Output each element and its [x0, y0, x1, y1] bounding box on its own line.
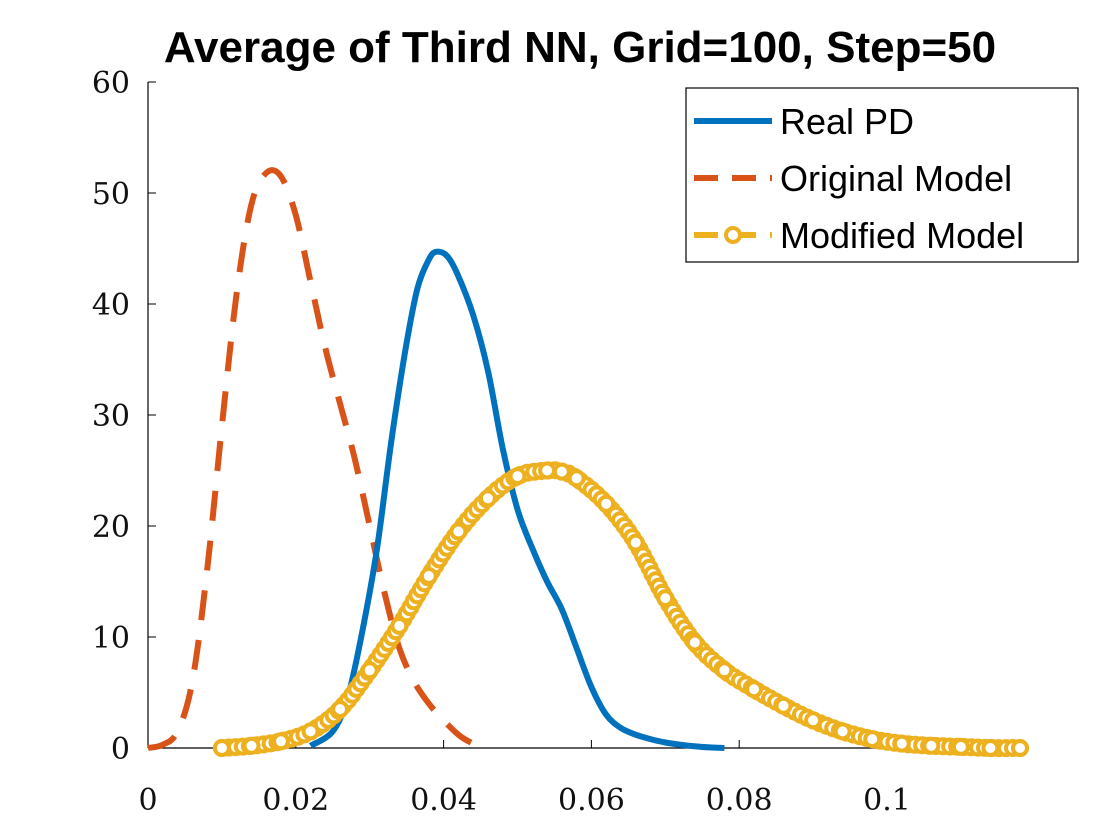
x-tick-label: 0.1 — [863, 783, 911, 818]
modified-model-data-point — [656, 589, 675, 608]
y-tick-label: 10 — [92, 621, 130, 656]
modified-model-data-point — [922, 736, 941, 755]
modified-model-data-point — [508, 467, 527, 486]
modified-model-data-point — [715, 661, 734, 680]
modified-model-data-point — [478, 489, 497, 508]
y-tick-label: 50 — [92, 177, 130, 212]
y-tick-label: 20 — [92, 510, 130, 545]
modified-model-data-point — [242, 736, 261, 755]
modified-model-data-point — [833, 722, 852, 741]
y-tick-label: 60 — [92, 66, 130, 101]
x-tick-label: 0.02 — [262, 783, 329, 818]
x-tick-label: 0 — [138, 783, 157, 818]
modified-model-data-point — [863, 730, 882, 749]
modified-model-data-point — [552, 462, 571, 481]
modified-model-data-point — [331, 700, 350, 719]
legend-label-original-model: Original Model — [780, 158, 1012, 199]
axes: 0 10 20 30 40 50 60 0 0.02 0.04 0.06 0.08 0.1 — [92, 66, 1020, 818]
legend: Real PD Original Model Modified Model — [685, 87, 1079, 263]
modified-model-data-point — [567, 469, 586, 488]
modified-model-data-point — [449, 522, 468, 541]
modified-model-data-point — [272, 732, 290, 751]
modified-model-data-point — [1011, 739, 1029, 757]
modified-model-data-point — [626, 533, 645, 552]
modified-model-data-point — [981, 739, 1000, 757]
modified-model-data-point — [745, 680, 763, 699]
x-tick-label: 0.06 — [558, 783, 625, 818]
modified-model-data-point — [360, 661, 379, 680]
original-model-line — [147, 167, 489, 751]
y-tick-label: 40 — [92, 288, 130, 323]
modified-model-data-point — [301, 722, 320, 741]
x-tick-label: 0.04 — [410, 783, 477, 818]
legend-label-modified-model: Modified Model — [780, 215, 1024, 256]
x-tick-label: 0.08 — [706, 783, 773, 818]
modified-model-data-point — [774, 696, 793, 715]
modified-model-data-point — [804, 711, 823, 730]
legend-marker-modified-model — [724, 226, 742, 244]
modified-model-data-point — [951, 737, 970, 756]
real-pd-line — [308, 248, 725, 751]
modified-model-data-point — [212, 739, 231, 757]
modified-model-data-point — [419, 567, 438, 585]
y-tick-label: 30 — [92, 399, 130, 434]
modified-model-data-point — [538, 461, 557, 480]
modified-model-data-point — [390, 616, 409, 635]
modified-model-data-point — [685, 633, 704, 652]
modified-model-data-point — [892, 734, 911, 753]
chart-title: Average of Third NN, Grid=100, Step=50 — [164, 23, 996, 72]
modified-model-data-point — [597, 494, 616, 513]
y-tick-label: 0 — [111, 732, 130, 767]
legend-label-real-pd: Real PD — [780, 101, 914, 142]
plot-area — [147, 167, 1029, 758]
